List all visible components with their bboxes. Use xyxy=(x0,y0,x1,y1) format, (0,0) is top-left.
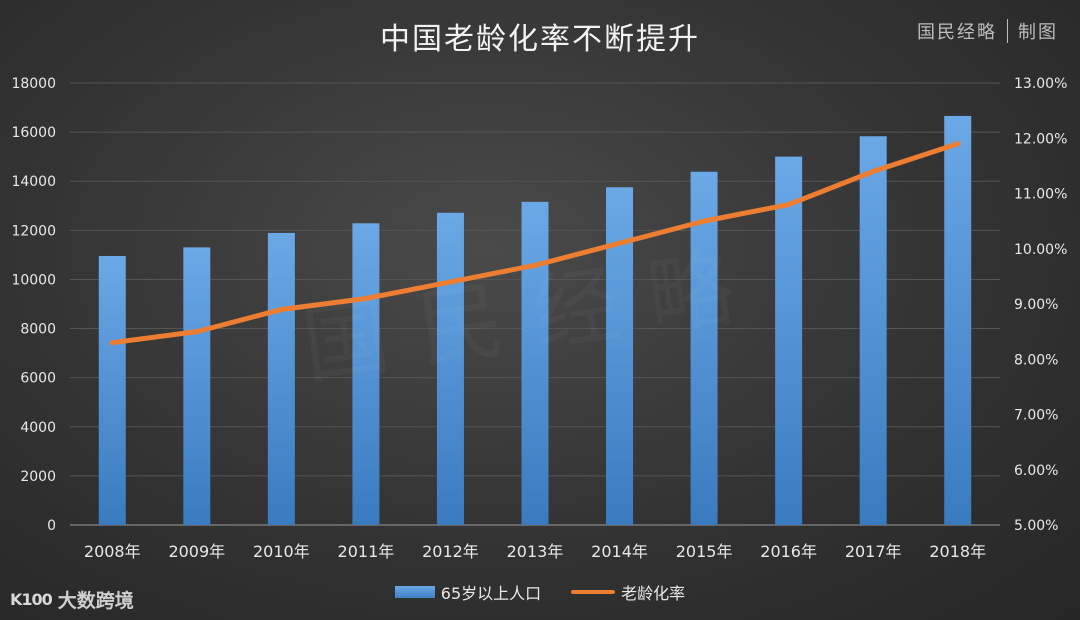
line-point xyxy=(194,329,200,335)
y-left-tick-label: 0 xyxy=(47,518,56,534)
brand-logo: K100 大数跨境 xyxy=(10,586,134,613)
bar xyxy=(183,247,211,525)
y-right-tick-label: 13.00% xyxy=(1014,76,1067,92)
y-right-tick-label: 9.00% xyxy=(1014,297,1058,313)
x-tick-label: 2015年 xyxy=(676,542,733,561)
logo-text: 大数跨境 xyxy=(57,590,134,612)
x-tick-label: 2010年 xyxy=(253,542,310,561)
y-right-tick-label: 12.00% xyxy=(1014,131,1067,147)
y-right-tick-label: 10.00% xyxy=(1014,242,1067,258)
legend-item-line: 老龄化率 xyxy=(571,580,685,604)
x-tick-label: 2016年 xyxy=(760,542,817,561)
line-point xyxy=(955,141,961,147)
legend-bar-swatch xyxy=(394,586,435,598)
legend-bar-label: 65岁以上人口 xyxy=(440,584,542,603)
y-left-tick-label: 14000 xyxy=(11,174,56,190)
logo-mark: K100 xyxy=(10,590,53,609)
line-point xyxy=(786,202,792,208)
x-tick-label: 2014年 xyxy=(591,542,648,561)
line-point xyxy=(617,240,623,246)
y-left-tick-label: 10000 xyxy=(11,272,56,288)
x-tick-label: 2008年 xyxy=(84,542,141,561)
y-right-tick-label: 7.00% xyxy=(1014,408,1058,424)
y-left-tick-label: 18000 xyxy=(11,76,56,92)
bar xyxy=(944,115,972,525)
line-point xyxy=(701,218,707,224)
legend-line-label: 老龄化率 xyxy=(621,584,686,603)
legend-line-swatch xyxy=(571,590,616,594)
credit-source: 国民经略 xyxy=(917,22,997,43)
x-tick-label: 2011年 xyxy=(338,542,395,561)
credit-divider xyxy=(1007,19,1008,43)
y-right-tick-label: 11.00% xyxy=(1014,187,1067,203)
bar xyxy=(690,171,718,525)
x-tick-label: 2013年 xyxy=(507,542,564,561)
y-right-tick-label: 6.00% xyxy=(1014,463,1058,479)
line-point xyxy=(870,168,876,174)
credit-action: 制图 xyxy=(1018,22,1058,43)
bar xyxy=(98,255,126,525)
line-point xyxy=(109,340,115,346)
y-left-tick-label: 6000 xyxy=(20,371,56,387)
y-right-tick-label: 5.00% xyxy=(1014,518,1058,534)
x-tick-label: 2012年 xyxy=(422,542,479,561)
bar xyxy=(352,223,380,525)
bar xyxy=(775,156,803,525)
y-left-tick-label: 2000 xyxy=(20,469,56,485)
y-left-tick-label: 16000 xyxy=(11,125,56,141)
line-point xyxy=(532,262,538,268)
y-left-tick-label: 12000 xyxy=(11,223,56,239)
x-tick-label: 2017年 xyxy=(845,542,902,561)
credit: 国民经略 制图 xyxy=(917,18,1058,44)
x-tick-label: 2009年 xyxy=(168,542,225,561)
bar xyxy=(521,201,549,525)
x-tick-label: 2018年 xyxy=(929,542,986,561)
line-point xyxy=(278,307,284,313)
legend-item-bar: 65岁以上人口 xyxy=(394,580,542,604)
y-left-tick-label: 4000 xyxy=(20,420,56,436)
chart-legend: 65岁以上人口 老龄化率 xyxy=(0,580,1080,604)
y-right-tick-label: 8.00% xyxy=(1014,352,1058,368)
bar xyxy=(859,136,887,526)
bar xyxy=(436,212,464,525)
chart-title: 中国老龄化率不断提升 xyxy=(380,22,700,57)
line-point xyxy=(447,279,453,285)
y-left-tick-label: 8000 xyxy=(20,322,56,338)
line-point xyxy=(363,295,369,301)
bar xyxy=(267,232,295,525)
